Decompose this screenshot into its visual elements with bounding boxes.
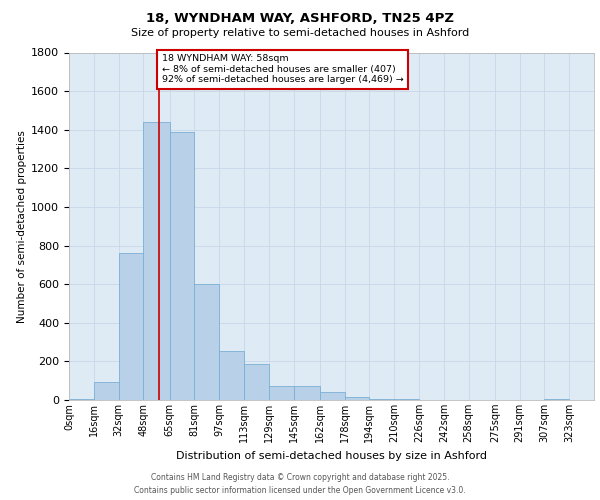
Bar	[170, 132, 194, 400]
Text: 18 WYNDHAM WAY: 58sqm
← 8% of semi-detached houses are smaller (407)
92% of semi: 18 WYNDHAM WAY: 58sqm ← 8% of semi-detac…	[162, 54, 404, 84]
Bar	[320, 392, 344, 400]
Bar	[119, 254, 143, 400]
Bar	[244, 364, 269, 400]
Bar	[344, 397, 370, 400]
Text: Contains HM Land Registry data © Crown copyright and database right 2025.
Contai: Contains HM Land Registry data © Crown c…	[134, 474, 466, 495]
Bar	[143, 122, 170, 400]
Y-axis label: Number of semi-detached properties: Number of semi-detached properties	[17, 130, 27, 322]
Bar	[269, 386, 293, 400]
Bar	[69, 399, 94, 400]
Text: Size of property relative to semi-detached houses in Ashford: Size of property relative to semi-detach…	[131, 28, 469, 38]
Bar	[394, 399, 419, 400]
Bar	[194, 284, 219, 400]
Bar	[544, 399, 569, 400]
Bar	[94, 382, 119, 400]
X-axis label: Distribution of semi-detached houses by size in Ashford: Distribution of semi-detached houses by …	[176, 450, 487, 460]
Bar	[293, 386, 320, 400]
Bar	[219, 351, 244, 400]
Bar	[370, 399, 394, 400]
Text: 18, WYNDHAM WAY, ASHFORD, TN25 4PZ: 18, WYNDHAM WAY, ASHFORD, TN25 4PZ	[146, 12, 454, 26]
